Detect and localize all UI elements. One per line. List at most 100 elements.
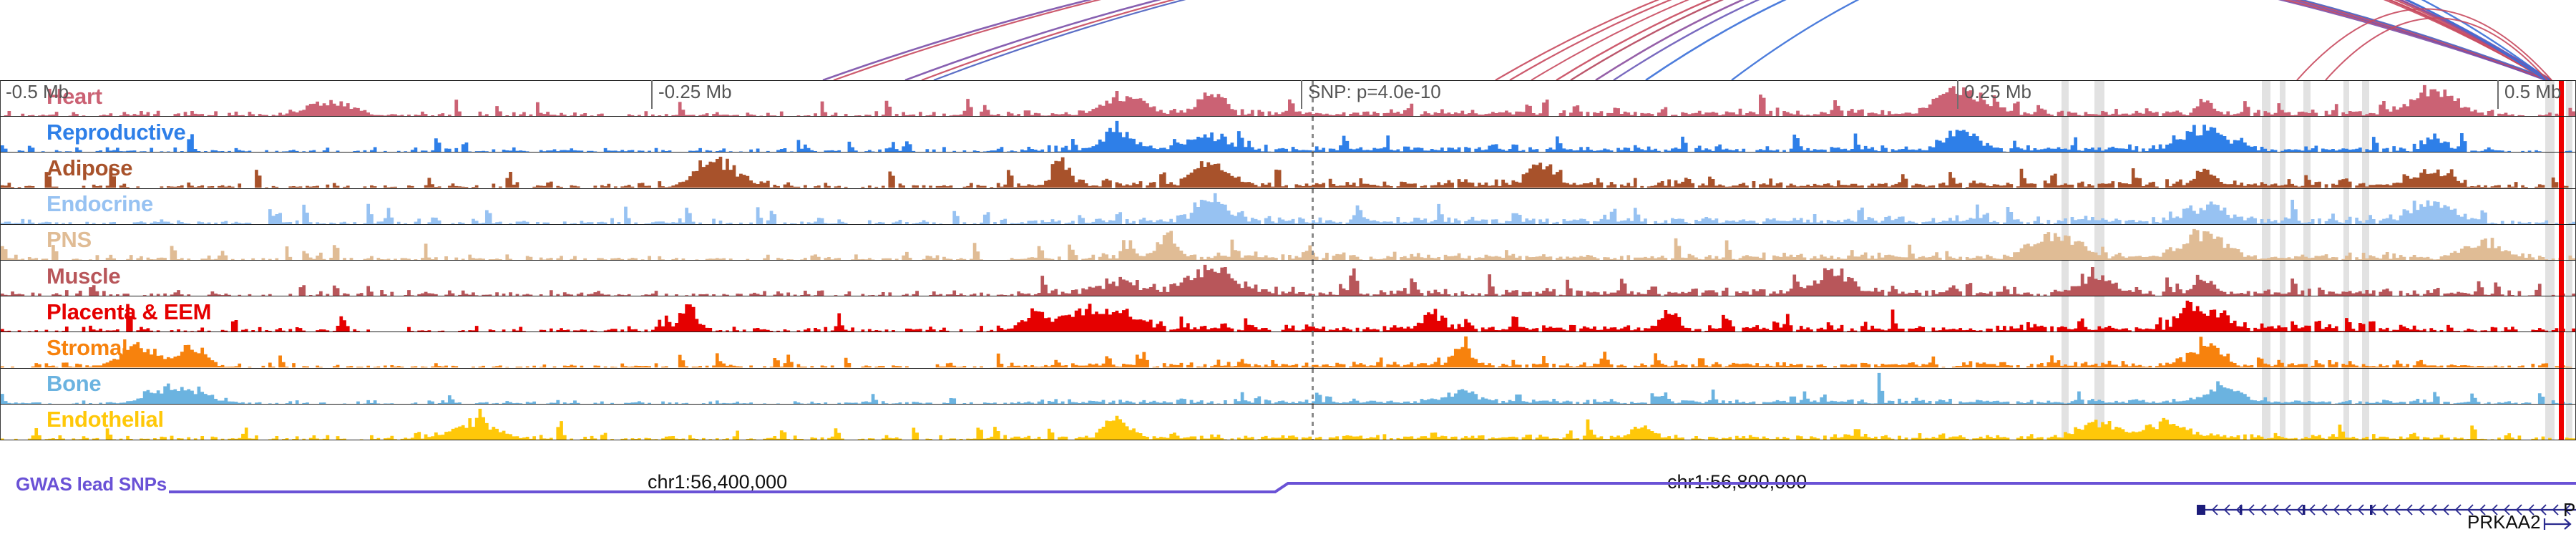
gene-strand-chevron-icon (2345, 504, 2352, 516)
gwas-lead-snp-line[interactable] (169, 482, 2576, 493)
gene-strand-chevron-icon (2235, 504, 2243, 516)
marker-layer (1, 296, 2575, 332)
gwas-line-svg (169, 482, 2576, 493)
highlight-band (2262, 260, 2270, 296)
gene-strand-chevron-icon (2248, 504, 2255, 516)
highlight-band (2280, 188, 2285, 224)
highlight-band (2362, 117, 2369, 153)
gene-exon-tick[interactable] (2303, 505, 2306, 515)
interaction-arc[interactable] (833, 0, 2552, 80)
interaction-arc[interactable] (933, 0, 2552, 80)
highlight-band (2303, 296, 2311, 332)
interaction-arc[interactable] (921, 0, 2550, 80)
gene-exon-block[interactable] (2197, 505, 2205, 515)
highlight-band (2280, 81, 2285, 117)
interaction-arc[interactable] (1556, 0, 2550, 80)
signal-profile (1, 157, 2569, 188)
gene-strand-chevron-icon (2296, 504, 2303, 516)
highlight-band (2343, 368, 2349, 404)
gene-tss-marker (2559, 153, 2564, 188)
highlight-band (2545, 368, 2555, 404)
highlight-band (2566, 332, 2572, 368)
highlight-band (2062, 81, 2069, 117)
track-endocrine[interactable]: Endocrine (0, 188, 2576, 225)
interaction-arc[interactable] (1613, 0, 2551, 80)
snp-position-marker (1312, 404, 1314, 440)
highlight-band (2280, 224, 2285, 260)
highlight-band (2094, 188, 2104, 224)
track-placenta-eem[interactable]: Placenta & EEM (0, 296, 2576, 333)
highlight-band (2303, 260, 2311, 296)
highlight-band (2566, 296, 2572, 332)
highlight-band (2343, 188, 2349, 224)
gene-strand-chevron-icon (2272, 504, 2279, 516)
track-heart[interactable]: Heart (0, 80, 2576, 117)
marker-layer (1, 81, 2575, 117)
chromatin-interaction-arcs (0, 0, 2576, 80)
gene-strand-chevron-icon (2430, 504, 2437, 516)
gene-strand-chevron-icon (2321, 504, 2328, 516)
highlight-band (2262, 188, 2270, 224)
gene-strand-chevron-icon (2211, 504, 2218, 516)
track-endothelial[interactable]: Endothelial (0, 403, 2576, 440)
gene-strand-chevron-icon (2284, 504, 2291, 516)
highlight-band (2362, 260, 2369, 296)
track-pns[interactable]: PNS (0, 223, 2576, 261)
highlight-band-layer (1, 332, 2575, 368)
highlight-band-layer (1, 404, 2575, 440)
gene-strand-chevron-icon (2527, 504, 2534, 516)
highlight-band (2062, 296, 2069, 332)
gene-strand-chevron-icon (2369, 504, 2376, 516)
gwas-lead-snps-track[interactable]: GWAS lead SNPs (0, 465, 2576, 501)
track-stromal[interactable]: Stromal (0, 332, 2576, 369)
highlight-band (2262, 404, 2270, 440)
track-muscle[interactable]: Muscle (0, 259, 2576, 297)
gene-tss-marker (2559, 81, 2564, 117)
signal-tracks: Heart Reproductive Adipose Endocrine PNS Musc… (0, 80, 2576, 465)
track-bone[interactable]: Bone (0, 367, 2576, 405)
highlight-band (2262, 332, 2270, 368)
highlight-band (2343, 224, 2349, 260)
highlight-band (2262, 153, 2270, 188)
gene-strand-chevron-icon (2308, 504, 2316, 516)
interaction-arc[interactable] (1645, 0, 2547, 80)
gene-name-prkaa2[interactable]: PRKAA2 (2467, 511, 2541, 533)
highlight-band (2545, 188, 2555, 224)
highlight-band-layer (1, 188, 2575, 224)
highlight-band (2362, 368, 2369, 404)
gene-tss-marker (2559, 224, 2564, 260)
gene-name-truncated[interactable]: P (2563, 499, 2575, 521)
gene-strand-chevron-icon (2467, 504, 2474, 516)
highlight-band (2566, 260, 2572, 296)
gwas-track-label: GWAS lead SNPs (16, 473, 167, 495)
track-reproductive[interactable]: Reproductive (0, 116, 2576, 153)
interaction-arc[interactable] (1531, 0, 2547, 80)
highlight-band (2262, 368, 2270, 404)
interaction-arc[interactable] (1495, 0, 2548, 80)
interaction-arc[interactable] (2296, 8, 2552, 80)
interaction-arc[interactable] (822, 0, 2548, 80)
snp-position-marker (1312, 153, 1314, 188)
highlight-band (2280, 368, 2285, 404)
interaction-arc[interactable] (2325, 17, 2548, 80)
interaction-arc[interactable] (1509, 0, 2551, 80)
interaction-arc[interactable] (904, 0, 2547, 80)
snp-position-marker (1312, 296, 1314, 332)
gene-strand-chevron-icon (2357, 504, 2364, 516)
interaction-arc[interactable] (1595, 0, 2548, 80)
marker-layer (1, 153, 2575, 188)
coordinate-label: chr1:56,400,000 (648, 471, 788, 493)
gene-annotation-track[interactable]: P PRKAA2 (0, 494, 2576, 537)
highlight-band (2362, 404, 2369, 440)
signal-profile (1, 228, 2575, 260)
track-adipose[interactable]: Adipose (0, 152, 2576, 189)
highlight-band (2094, 81, 2104, 117)
highlight-band-layer (1, 81, 2575, 117)
gene-exon-tick[interactable] (2240, 505, 2243, 515)
interaction-arc[interactable] (1731, 0, 2550, 80)
highlight-band (2566, 404, 2572, 440)
highlight-band (2545, 117, 2555, 153)
signal-profile (1, 264, 2575, 296)
highlight-band-layer (1, 368, 2575, 404)
highlight-band (2280, 404, 2285, 440)
